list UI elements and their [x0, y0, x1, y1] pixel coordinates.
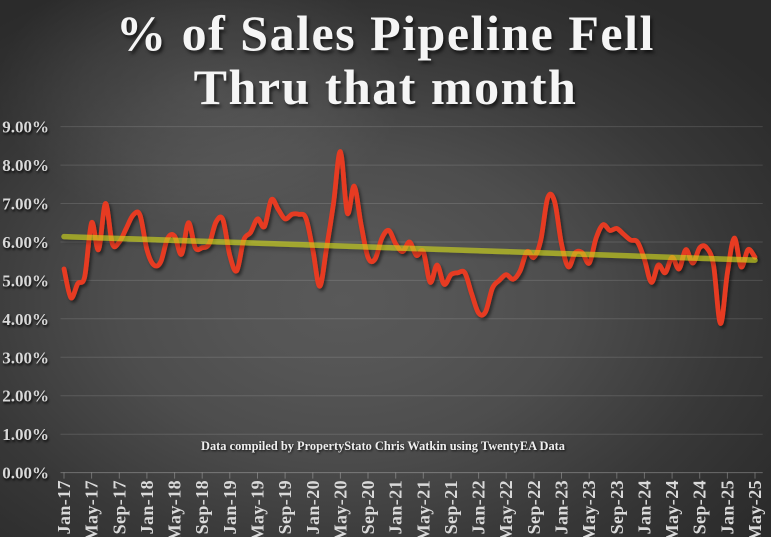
svg-text:8.00%: 8.00%	[2, 156, 49, 175]
svg-text:2.00%: 2.00%	[2, 387, 49, 406]
svg-text:May-23: May-23	[579, 480, 599, 537]
svg-text:Jan-21: Jan-21	[386, 480, 406, 534]
svg-text:May-25: May-25	[745, 480, 765, 537]
svg-text:May-18: May-18	[165, 480, 185, 537]
svg-text:Jan-22: Jan-22	[469, 480, 489, 534]
svg-text:Sep-24: Sep-24	[690, 480, 710, 534]
svg-text:1.00%: 1.00%	[2, 425, 49, 444]
svg-text:Sep-18: Sep-18	[192, 480, 212, 534]
svg-text:May-21: May-21	[413, 480, 433, 537]
svg-text:4.00%: 4.00%	[2, 310, 49, 329]
svg-text:9.00%: 9.00%	[2, 118, 49, 137]
svg-text:May-22: May-22	[496, 480, 516, 537]
svg-text:7.00%: 7.00%	[2, 195, 49, 214]
svg-text:May-19: May-19	[248, 480, 268, 537]
svg-text:Jan-19: Jan-19	[220, 480, 240, 534]
svg-text:Jan-25: Jan-25	[717, 480, 737, 534]
svg-text:May-24: May-24	[662, 480, 682, 537]
svg-text:Jan-20: Jan-20	[303, 480, 323, 534]
svg-text:3.00%: 3.00%	[2, 348, 49, 367]
svg-text:Jan-18: Jan-18	[137, 480, 157, 534]
svg-text:Jan-23: Jan-23	[552, 480, 572, 534]
svg-text:6.00%: 6.00%	[2, 233, 49, 252]
svg-text:5.00%: 5.00%	[2, 271, 49, 290]
svg-text:Sep-19: Sep-19	[275, 480, 295, 534]
svg-text:Jan-24: Jan-24	[634, 480, 654, 534]
svg-text:May-20: May-20	[330, 480, 350, 537]
svg-text:Jan-17: Jan-17	[54, 480, 74, 534]
svg-text:0.00%: 0.00%	[2, 464, 49, 483]
svg-text:May-17: May-17	[82, 480, 102, 537]
svg-text:Sep-23: Sep-23	[607, 480, 627, 534]
svg-text:Sep-17: Sep-17	[109, 480, 129, 534]
svg-text:Sep-21: Sep-21	[441, 480, 461, 534]
svg-text:Sep-20: Sep-20	[358, 480, 378, 534]
svg-text:Sep-22: Sep-22	[524, 480, 544, 534]
